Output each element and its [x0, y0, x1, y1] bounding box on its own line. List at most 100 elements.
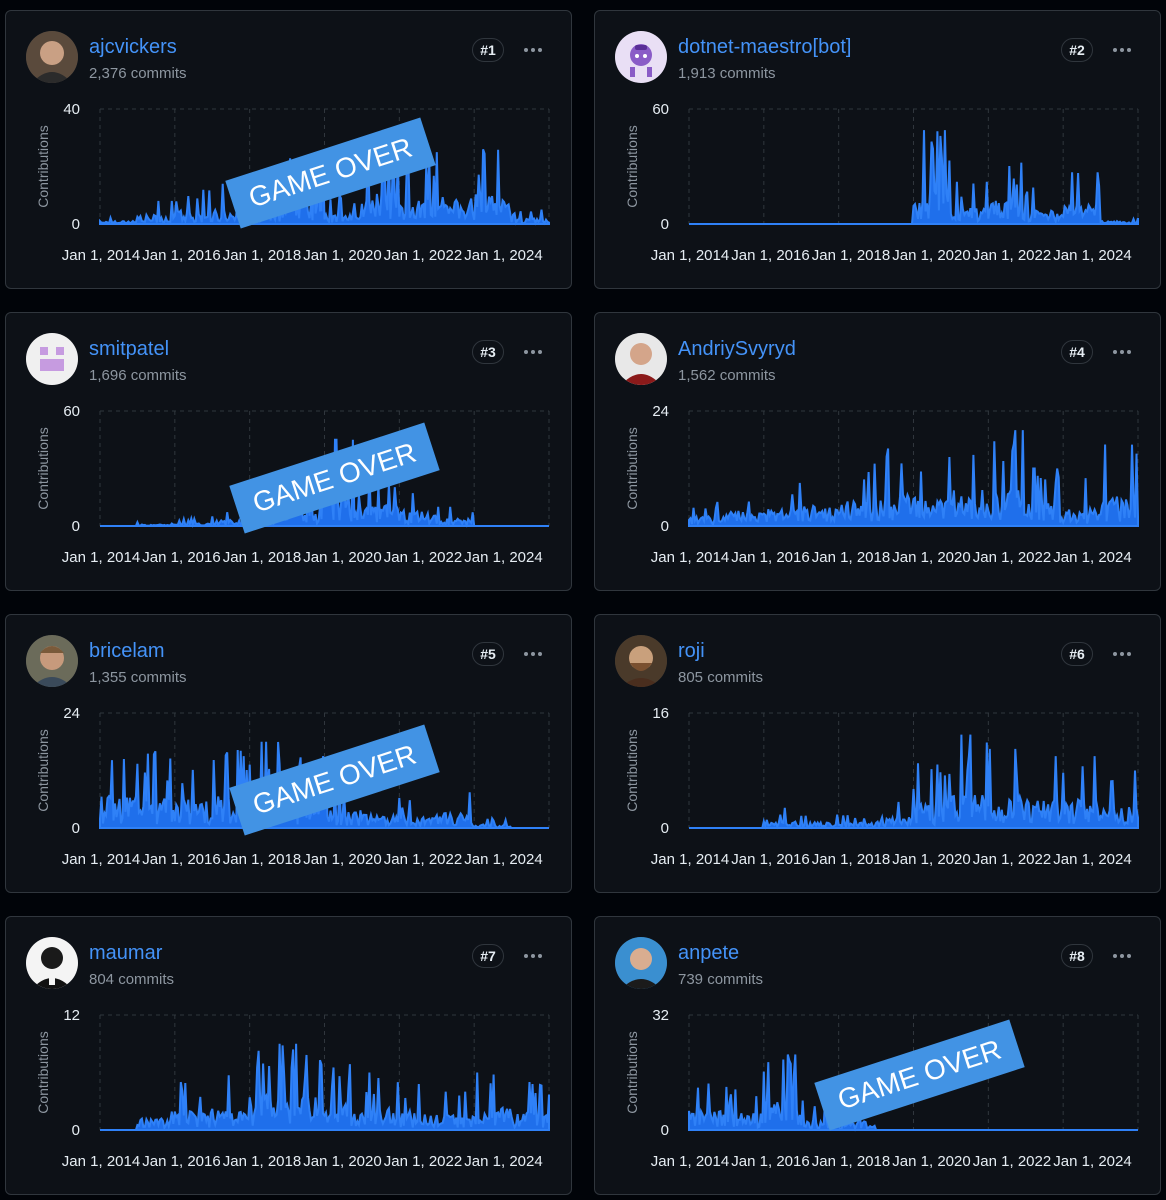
x-tick-label: Jan 1, 2014: [62, 247, 140, 264]
x-tick-label: Jan 1, 2022: [384, 851, 462, 868]
more-options-button[interactable]: [521, 642, 545, 666]
rank-badge: #3: [472, 340, 504, 364]
kebab-horizontal-icon: [1113, 954, 1131, 958]
y-tick-label: 0: [661, 518, 669, 535]
rank-badge: #2: [1061, 38, 1093, 62]
kebab-horizontal-icon: [1113, 48, 1131, 52]
commit-count: 1,913 commits: [678, 65, 776, 82]
commit-count: 2,376 commits: [89, 65, 187, 82]
rank-badge: #5: [472, 642, 504, 666]
kebab-horizontal-icon: [524, 350, 542, 354]
contributions-area: [688, 430, 1139, 528]
rank-badge: #4: [1061, 340, 1093, 364]
x-tick-label: Jan 1, 2024: [1053, 247, 1131, 264]
commit-count: 1,696 commits: [89, 367, 187, 384]
y-tick-label: 60: [63, 403, 80, 420]
bot-icon: [615, 31, 667, 83]
y-tick-label: 0: [72, 216, 80, 233]
x-tick-label: Jan 1, 2020: [892, 549, 970, 566]
more-options-button[interactable]: [521, 38, 545, 62]
x-tick-label: Jan 1, 2020: [303, 247, 381, 264]
x-tick-label: Jan 1, 2018: [812, 851, 890, 868]
avatar[interactable]: [26, 635, 78, 687]
contributor-username[interactable]: AndriySvyryd: [678, 338, 796, 360]
contributor-card: anpete 739 commits #8 32 0 Contributions Ja…: [594, 916, 1161, 1195]
commit-count: 1,562 commits: [678, 367, 776, 384]
x-tick-label: Jan 1, 2014: [62, 851, 140, 868]
contributor-card: maumar 804 commits #7 12 0 Contributions Ja…: [5, 916, 572, 1195]
avatar[interactable]: [615, 937, 667, 989]
contributor-card: smitpatel 1,696 commits #3 60 0 Contributi…: [5, 312, 572, 591]
x-tick-label: Jan 1, 2016: [731, 851, 809, 868]
more-options-button[interactable]: [1110, 340, 1134, 364]
x-tick-label: Jan 1, 2018: [812, 247, 890, 264]
more-options-button[interactable]: [521, 340, 545, 364]
x-tick-label: Jan 1, 2016: [731, 549, 809, 566]
x-tick-label: Jan 1, 2020: [892, 1153, 970, 1170]
x-tick-label: Jan 1, 2022: [973, 549, 1051, 566]
contributor-card: ajcvickers 2,376 commits #1 40 0 Contribut…: [5, 10, 572, 289]
avatar[interactable]: [615, 31, 667, 83]
rank-badge: #6: [1061, 642, 1093, 666]
contributor-username[interactable]: maumar: [89, 942, 163, 964]
y-axis-label: Contributions: [624, 729, 640, 812]
y-tick-label: 0: [661, 1122, 669, 1139]
x-tick-label: Jan 1, 2024: [464, 1153, 542, 1170]
contributor-username[interactable]: roji: [678, 640, 705, 662]
y-tick-label: 0: [661, 820, 669, 837]
kebab-horizontal-icon: [1113, 350, 1131, 354]
x-tick-label: Jan 1, 2018: [223, 247, 301, 264]
y-tick-label: 24: [63, 705, 80, 722]
y-tick-label: 12: [63, 1007, 80, 1024]
avatar[interactable]: [615, 333, 667, 385]
x-tick-label: Jan 1, 2022: [973, 851, 1051, 868]
y-axis-label: Contributions: [35, 729, 51, 812]
more-options-button[interactable]: [521, 944, 545, 968]
x-tick-label: Jan 1, 2024: [464, 247, 542, 264]
more-options-button[interactable]: [1110, 38, 1134, 62]
x-tick-label: Jan 1, 2022: [973, 1153, 1051, 1170]
x-tick-label: Jan 1, 2024: [464, 851, 542, 868]
avatar[interactable]: [26, 31, 78, 83]
x-tick-label: Jan 1, 2018: [223, 1153, 301, 1170]
contributor-card: dotnet-maestro[bot] 1,913 commits #2 60 0…: [594, 10, 1161, 289]
commit-count: 805 commits: [678, 669, 764, 686]
kebab-horizontal-icon: [524, 48, 542, 52]
contributor-username[interactable]: bricelam: [89, 640, 165, 662]
more-options-button[interactable]: [1110, 642, 1134, 666]
person-photo-icon: [26, 937, 78, 989]
more-options-button[interactable]: [1110, 944, 1134, 968]
x-tick-label: Jan 1, 2024: [1053, 549, 1131, 566]
contributor-username[interactable]: smitpatel: [89, 338, 170, 360]
x-tick-label: Jan 1, 2014: [62, 1153, 140, 1170]
x-tick-label: Jan 1, 2018: [223, 851, 301, 868]
x-tick-label: Jan 1, 2020: [892, 851, 970, 868]
person-photo-icon: [615, 333, 667, 385]
rank-badge: #7: [472, 944, 504, 968]
y-tick-label: 24: [652, 403, 669, 420]
x-tick-label: Jan 1, 2022: [384, 549, 462, 566]
avatar[interactable]: [26, 333, 78, 385]
y-axis-label: Contributions: [624, 125, 640, 208]
contributor-card: roji 805 commits #6 16 0 Contributions Jan …: [594, 614, 1161, 893]
contributor-username[interactable]: anpete: [678, 942, 740, 964]
y-axis-label: Contributions: [35, 125, 51, 208]
y-tick-label: 16: [652, 705, 669, 722]
avatar[interactable]: [615, 635, 667, 687]
commit-count: 804 commits: [89, 971, 175, 988]
contributor-username[interactable]: ajcvickers: [89, 36, 177, 58]
avatar[interactable]: [26, 937, 78, 989]
y-tick-label: 32: [652, 1007, 669, 1024]
x-tick-label: Jan 1, 2016: [731, 247, 809, 264]
x-tick-label: Jan 1, 2022: [973, 247, 1051, 264]
x-tick-label: Jan 1, 2022: [384, 1153, 462, 1170]
y-tick-label: 0: [72, 518, 80, 535]
y-axis-label: Contributions: [35, 1031, 51, 1114]
contributor-username[interactable]: dotnet-maestro[bot]: [678, 36, 852, 58]
contributions-area: [99, 146, 550, 226]
x-tick-label: Jan 1, 2016: [142, 549, 220, 566]
x-tick-label: Jan 1, 2024: [1053, 851, 1131, 868]
x-tick-label: Jan 1, 2014: [651, 247, 729, 264]
